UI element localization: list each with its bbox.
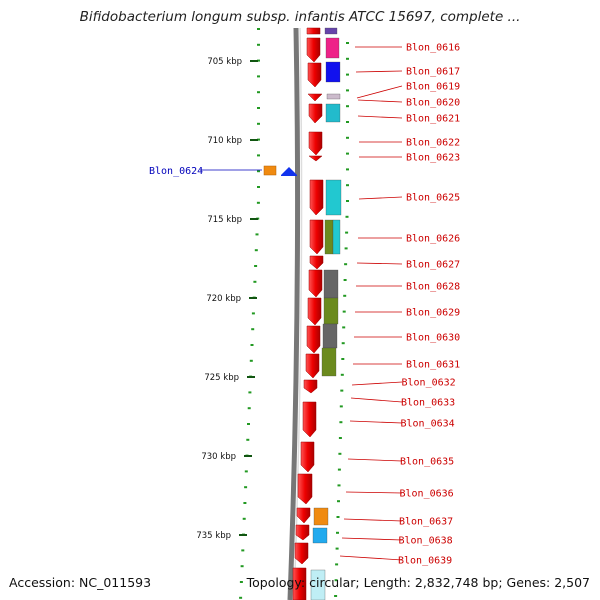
gene-arrow	[309, 255, 324, 270]
gene-arrow	[296, 507, 311, 524]
gene-arrow	[306, 27, 321, 35]
gene-arrow	[303, 379, 318, 394]
gene-arrow	[308, 155, 323, 162]
scale-ticks: 705 kbp 710 kbp 715 kbp 720 kbp 725 kbp …	[196, 57, 258, 541]
tick-label-720: 720 kbp	[206, 294, 241, 304]
gene-arrow	[292, 567, 307, 600]
cog-blocks[interactable]	[310, 27, 342, 600]
gene-label[interactable]: Blon_0625	[406, 193, 460, 204]
gene-arrow	[308, 131, 323, 156]
forward-genes[interactable]	[292, 27, 324, 600]
gene-arrow	[306, 325, 321, 354]
gene-label[interactable]: Blon_0636	[400, 489, 454, 500]
gene-label[interactable]: Blon_0626	[406, 234, 460, 245]
gene-arrow	[305, 353, 320, 379]
gene-label[interactable]: Blon_0617	[406, 67, 460, 78]
gene-arrow	[308, 269, 323, 298]
tick-label-715: 715 kbp	[207, 215, 242, 225]
label-connectors	[339, 46, 403, 561]
connector-line	[349, 420, 403, 424]
gene-arrow	[302, 401, 317, 438]
gene-label[interactable]: Blon_0629	[406, 308, 460, 319]
right-ticks	[334, 42, 349, 597]
gene-arrow	[309, 219, 324, 255]
tick-label-710: 710 kbp	[207, 136, 242, 146]
minor-ticks	[239, 28, 260, 599]
tick-label-725: 725 kbp	[204, 373, 239, 383]
connector-line	[356, 262, 403, 265]
tick-label-735: 735 kbp	[196, 531, 231, 541]
gene-label[interactable]: Blon_0621	[406, 114, 460, 125]
map-title: Bifidobacterium longum subsp. infantis A…	[79, 9, 521, 25]
connector-line	[343, 518, 403, 522]
gene-arrow	[295, 524, 310, 541]
gene-label[interactable]: Blon_0627	[406, 260, 460, 271]
connector-line	[341, 537, 403, 541]
gene-label[interactable]: Blon_0616	[406, 43, 460, 54]
gene-arrow	[297, 473, 313, 505]
gene-label[interactable]: Blon_0633	[401, 398, 455, 409]
gene-label[interactable]: Blon_0622	[406, 138, 460, 149]
tick-label-705: 705 kbp	[207, 57, 242, 67]
gene-label[interactable]: Blon_0631	[406, 360, 460, 371]
connector-line	[351, 381, 403, 386]
connector-line	[345, 491, 403, 494]
gene-arrow	[307, 62, 322, 88]
gene-label[interactable]: Blon_0628	[406, 282, 460, 293]
connector-line	[355, 70, 403, 73]
gene-label[interactable]: Blon_0619	[406, 82, 460, 93]
backbone-highlight	[293, 27, 303, 600]
accession: Accession: NC_011593	[9, 575, 152, 590]
gene-arrow	[308, 103, 323, 124]
gene-arrow-reverse[interactable]	[281, 167, 297, 176]
gene-arrow	[307, 93, 323, 102]
gene-arrow	[306, 37, 321, 63]
gene-label[interactable]: Blon_0637	[399, 517, 453, 528]
gene-labels[interactable]: Blon_0616 Blon_0617 Blon_0619 Blon_0620 Blon…	[398, 43, 460, 567]
gene-label[interactable]: Blon_0632	[402, 378, 456, 389]
connector-line	[347, 458, 403, 462]
gene-label[interactable]: Blon_0635	[400, 457, 454, 468]
connector-line	[357, 115, 403, 119]
gene-arrow	[294, 542, 309, 565]
gene-label[interactable]: Blon_0630	[406, 333, 460, 344]
connector-line	[350, 397, 403, 403]
gene-label[interactable]: Blon_0623	[406, 153, 460, 164]
connector-line	[357, 99, 403, 103]
orange-feature[interactable]	[263, 165, 277, 176]
gene-label[interactable]: Blon_0634	[401, 419, 455, 430]
gene-label[interactable]: Blon_0620	[406, 98, 460, 109]
gene-arrow	[309, 179, 324, 216]
backbone-track	[287, 27, 301, 600]
tick-label-730: 730 kbp	[201, 452, 236, 462]
genome-stats: Topology: circular; Length: 2,832,748 bp…	[246, 575, 590, 590]
gene-label[interactable]: Blon_0639	[398, 556, 452, 567]
gene-label-highlight[interactable]: Blon_0624	[149, 166, 203, 177]
connector-line	[358, 196, 403, 200]
connector-line	[356, 85, 403, 99]
gene-arrow	[300, 441, 315, 473]
gene-label[interactable]: Blon_0638	[399, 536, 453, 547]
connector-line	[339, 555, 403, 561]
gene-arrow	[307, 297, 322, 326]
